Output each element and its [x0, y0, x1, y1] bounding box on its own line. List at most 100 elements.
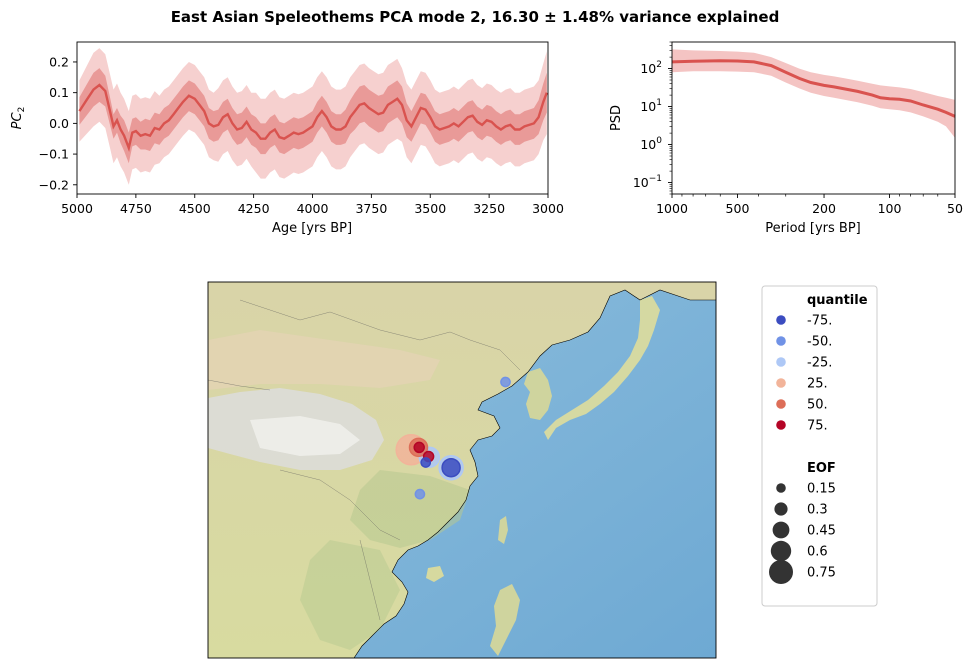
- psd-ytick-label: 102: [640, 60, 662, 76]
- psd-median-line: [671, 59, 956, 118]
- pc-ylabel: PC2: [10, 107, 27, 130]
- psd-ytick-base: 10: [640, 137, 656, 152]
- southern-greenery: [350, 470, 470, 548]
- psd-ytick-label: 100: [640, 136, 662, 152]
- legend-eof-marker: [776, 483, 786, 493]
- legend-eof-marker: [770, 540, 792, 562]
- legend-quantile-marker: [776, 378, 786, 388]
- legend-eof-label: 0.6: [807, 545, 828, 560]
- pc-xlabel: Age [yrs BP]: [272, 221, 352, 236]
- legend-eof-label: 0.3: [807, 503, 828, 518]
- psd-ytick-base: 10: [640, 61, 656, 76]
- pc-xtick-label: 3250: [473, 201, 505, 216]
- legend-eof-marker: [774, 502, 788, 516]
- legend-quantile-items: -75. -50. -25. 25. 50. 75.: [776, 314, 832, 434]
- legend-quantile-marker: [776, 399, 786, 409]
- figure-title: East Asian Speleothems PCA mode 2, 16.30…: [171, 8, 780, 26]
- legend-quantile-label: -25.: [807, 356, 832, 371]
- legend-eof-label: 0.75: [807, 566, 836, 581]
- legend-quantile-label: -50.: [807, 335, 832, 350]
- legend-quantile-label: 25.: [807, 377, 828, 392]
- border-south: [279, 469, 401, 541]
- legend-quantile-marker: [776, 315, 786, 325]
- pc-xtick-label: 4250: [238, 201, 270, 216]
- psd-xtick-label: 100: [878, 201, 902, 216]
- korean-peninsula: [524, 368, 552, 420]
- map-point: [420, 457, 432, 468]
- pc-xtick-label: 4000: [297, 201, 329, 216]
- pc-ticks: 5000 4750 4500 4250 4000 3750 3500 3250 3000 0.2 0…: [39, 54, 564, 216]
- legend-quantile-marker: [776, 357, 786, 367]
- legend-eof-label: 0.15: [807, 482, 836, 497]
- psd-ytick-exp: 1: [656, 98, 662, 108]
- map-point: [441, 457, 461, 478]
- legend-quantile-label: 50.: [807, 398, 828, 413]
- psd-ytick-base: 10: [640, 99, 656, 114]
- philippines: [490, 584, 520, 656]
- hainan: [426, 566, 444, 582]
- legend-quantile-title: quantile: [807, 293, 868, 308]
- psd-xtick-label: 200: [812, 201, 836, 216]
- legend-quantile-label: -75.: [807, 314, 832, 329]
- legend-box: [761, 285, 878, 607]
- pc-timeseries-panel: 5000 4750 4500 4250 4000 3750 3500 3250 3000 0.2 0…: [10, 41, 564, 236]
- map-frame: [207, 281, 717, 659]
- legend-quantile-marker: [776, 336, 786, 346]
- pc-ytick-label: 0.0: [49, 116, 69, 131]
- northern-desert: [208, 330, 440, 390]
- psd-xtick-label: 1000: [656, 201, 688, 216]
- pc-xtick-label: 5000: [61, 201, 93, 216]
- pc-xtick-label: 4500: [179, 201, 211, 216]
- map-background: [208, 282, 716, 658]
- legend-eof-marker: [772, 521, 790, 539]
- legend-eof-items: 0.15 0.3 0.45 0.6 0.75: [769, 482, 836, 584]
- map-point: [414, 488, 426, 500]
- border-indochina: [359, 539, 381, 621]
- coastline: [353, 289, 716, 658]
- pc-xtick-label: 3000: [532, 201, 564, 216]
- psd-ytick-exp: 2: [656, 60, 662, 70]
- highland-snow: [250, 416, 360, 456]
- pc-xtick-label: 4750: [120, 201, 152, 216]
- japan: [544, 296, 660, 440]
- border-north: [239, 299, 521, 371]
- pc-ytick-label: −0.2: [39, 177, 69, 192]
- pc-xtick-label: 3500: [414, 201, 446, 216]
- psd-xtick-label: 500: [726, 201, 750, 216]
- pc-xtick-label: 3750: [355, 201, 387, 216]
- legend: quantile -75.-50.-25.25.50.75. EOF 0.150…: [761, 285, 878, 607]
- psd-ytick-label: 10−1: [633, 174, 662, 190]
- psd-ytick-base: 10: [633, 175, 649, 190]
- pc-ylabel-sub: 2: [17, 107, 27, 113]
- legend-quantile-label: 75.: [807, 419, 828, 434]
- border-west: [208, 379, 271, 391]
- map-points: [395, 376, 511, 500]
- legend-eof-marker: [769, 560, 793, 584]
- psd-ytick-label: 101: [640, 98, 662, 114]
- map-point: [413, 441, 425, 454]
- psd-ytick-exp: 0: [656, 136, 662, 146]
- psd-xtick-label: 50: [947, 201, 963, 216]
- country-borders: [208, 299, 521, 621]
- pc-ytick-label: −0.1: [39, 147, 69, 162]
- map-point: [500, 376, 511, 388]
- legend-quantile-marker: [776, 420, 786, 430]
- legend-eof-title: EOF: [807, 461, 836, 476]
- eof-map-panel: [207, 281, 717, 659]
- psd-plot-area: [671, 49, 956, 138]
- pc-ylabel-main: PC: [10, 111, 25, 129]
- psd-ytick-exp: −1: [649, 174, 662, 184]
- psd-xlabel: Period [yrs BP]: [765, 221, 861, 236]
- pc-median-line: [78, 83, 548, 152]
- legend-eof-label: 0.45: [807, 524, 836, 539]
- pc-inner-band: [79, 68, 547, 164]
- psd-band: [672, 49, 955, 138]
- southeast-asia-forest: [300, 540, 400, 650]
- pc-ytick-label: 0.2: [49, 54, 69, 69]
- pc-plot-area: [78, 48, 548, 185]
- taiwan: [498, 516, 508, 544]
- psd-ylabel: PSD: [609, 105, 624, 131]
